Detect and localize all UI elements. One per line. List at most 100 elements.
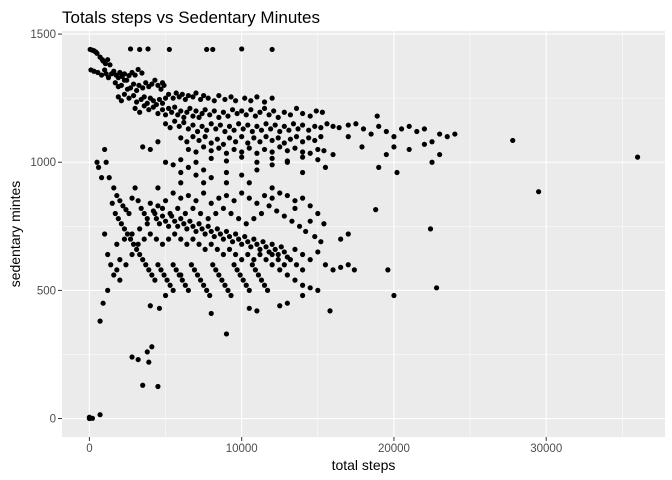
data-point: [140, 382, 146, 388]
data-point: [139, 70, 145, 76]
data-point: [134, 87, 140, 94]
data-point: [159, 205, 166, 211]
data-point: [199, 110, 205, 117]
data-point: [214, 246, 220, 252]
data-point: [269, 162, 275, 168]
data-point: [170, 262, 176, 268]
data-point: [196, 114, 202, 120]
data-point: [178, 216, 184, 222]
data-point: [162, 112, 169, 118]
data-point: [105, 57, 111, 63]
data-point: [117, 69, 123, 76]
data-point: [249, 262, 255, 268]
data-point: [229, 107, 236, 113]
data-point: [231, 146, 237, 153]
data-point: [246, 305, 252, 311]
data-point: [254, 167, 260, 173]
data-point: [246, 287, 252, 293]
data-point: [166, 46, 172, 53]
data-point: [254, 150, 260, 156]
data-point: [290, 121, 297, 127]
data-point: [205, 95, 211, 101]
data-point: [236, 121, 242, 127]
data-point: [239, 46, 245, 52]
data-point: [322, 262, 329, 268]
data-point: [437, 131, 443, 137]
data-point: [239, 172, 245, 178]
data-point: [162, 292, 169, 299]
data-point: [299, 169, 306, 176]
data-point: [239, 241, 245, 247]
data-point: [181, 221, 187, 227]
data-point: [258, 210, 265, 217]
chart-title: Totals steps vs Sedentary Minutes: [62, 8, 320, 27]
data-point: [147, 231, 153, 237]
data-point: [208, 175, 214, 181]
x-axis-ticks: 0 10000 20000 30000: [86, 437, 562, 455]
data-point: [196, 241, 202, 247]
data-point: [89, 415, 96, 421]
data-point: [158, 86, 164, 92]
data-point: [289, 218, 295, 224]
data-point: [187, 105, 193, 112]
data-point: [293, 262, 300, 268]
data-point: [185, 287, 191, 293]
data-point: [156, 221, 163, 227]
data-point: [261, 146, 268, 153]
data-point: [117, 257, 123, 263]
data-point: [223, 228, 230, 235]
data-point: [98, 72, 105, 78]
data-point: [277, 128, 283, 135]
data-point: [123, 262, 129, 268]
data-point: [269, 195, 275, 201]
data-point: [299, 292, 306, 299]
data-point: [313, 108, 319, 114]
data-point: [124, 231, 131, 237]
data-point: [127, 46, 134, 52]
data-point: [146, 107, 152, 113]
data-point: [225, 287, 231, 293]
data-point: [315, 287, 321, 293]
data-point: [190, 205, 196, 211]
data-point: [181, 114, 187, 120]
y-tick-label: 1000: [30, 157, 56, 169]
data-point: [234, 110, 240, 117]
data-point: [170, 190, 176, 196]
data-point: [321, 148, 327, 154]
data-point: [161, 82, 167, 88]
data-point: [231, 127, 237, 133]
data-point: [197, 96, 204, 103]
data-point: [242, 95, 248, 101]
data-point: [109, 200, 115, 206]
data-point: [338, 264, 344, 270]
data-point: [162, 198, 169, 204]
data-point: [185, 92, 191, 99]
data-point: [269, 46, 275, 53]
data-point: [152, 210, 158, 217]
data-point: [114, 241, 120, 247]
data-point: [226, 123, 233, 129]
data-point: [170, 162, 176, 168]
data-point: [205, 223, 211, 229]
data-point: [315, 157, 321, 163]
data-point: [216, 145, 222, 151]
data-point: [263, 257, 269, 263]
data-point: [264, 287, 271, 293]
data-point: [137, 226, 143, 232]
data-point: [284, 272, 290, 278]
data-point: [129, 195, 135, 201]
x-tick-label: 30000: [530, 443, 562, 455]
data-point: [263, 134, 269, 140]
data-point: [299, 122, 306, 128]
data-point: [144, 216, 150, 222]
data-point: [141, 210, 147, 217]
data-point: [149, 272, 155, 278]
data-point: [213, 210, 219, 217]
data-point: [149, 344, 155, 350]
data-point: [394, 169, 400, 176]
data-point: [201, 190, 207, 196]
data-point: [263, 121, 269, 127]
data-point: [140, 85, 146, 91]
data-point: [248, 107, 254, 113]
data-point: [245, 122, 251, 128]
